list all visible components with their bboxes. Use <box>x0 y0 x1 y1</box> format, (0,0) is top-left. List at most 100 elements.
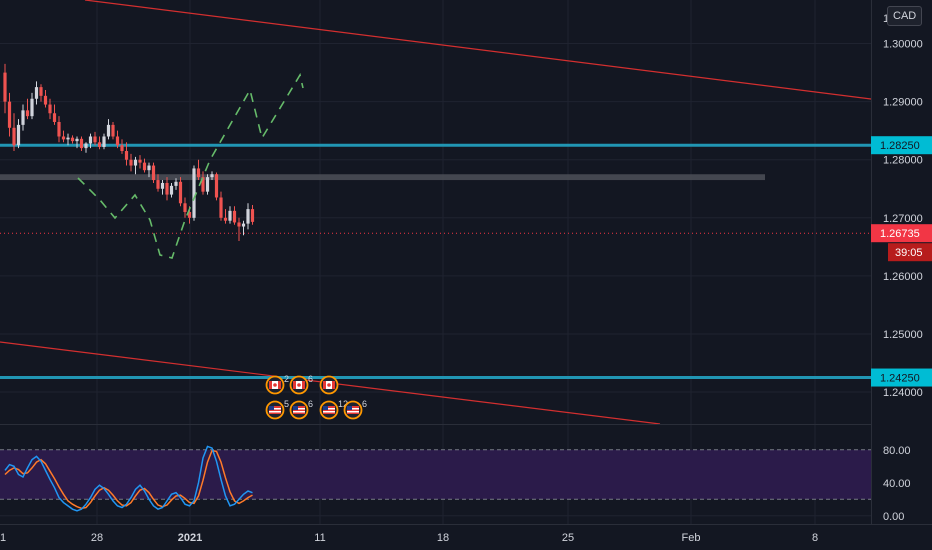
candle-body <box>39 87 43 96</box>
candle-body <box>75 138 79 142</box>
candle-body <box>97 142 102 147</box>
candle-body <box>246 209 250 224</box>
price-tick-label: 1.25000 <box>883 329 923 341</box>
candle-body <box>228 210 232 221</box>
price-tick-label: 1.30000 <box>883 39 923 51</box>
candle-body <box>61 136 66 140</box>
us-flag-stripe <box>269 408 281 410</box>
event-us-1[interactable]: 5 <box>265 399 290 420</box>
candle-body <box>79 138 84 149</box>
candle-body <box>25 110 30 117</box>
candle-body <box>196 168 201 178</box>
us-flag-icon <box>347 406 359 414</box>
candle-body <box>124 151 129 160</box>
us-flag-stripe <box>323 408 335 410</box>
candle-body <box>232 210 237 223</box>
candle-body <box>3 72 7 102</box>
candlestick-series <box>3 63 255 242</box>
event-count: 6 <box>308 399 313 409</box>
candle-body <box>169 185 174 195</box>
candle-body <box>111 124 115 137</box>
last-price-tag-bg <box>871 224 932 243</box>
stoch-tick-label: 80.00 <box>883 445 911 457</box>
candle-body <box>70 137 75 142</box>
upper-trend-line[interactable] <box>84 0 872 100</box>
candle-body <box>129 159 133 166</box>
candle-body <box>210 174 214 178</box>
event-us-4[interactable]: 6 <box>343 399 368 420</box>
candle-body <box>138 159 142 163</box>
candle-body <box>187 212 192 218</box>
stochastic-pane <box>0 424 871 512</box>
us-flag-icon <box>293 406 305 414</box>
event-us-2[interactable]: 6 <box>289 399 314 420</box>
time-tick-label: 1 <box>0 532 6 544</box>
candle-body <box>183 203 187 212</box>
candle-body <box>147 165 151 171</box>
candle-body <box>115 136 120 146</box>
candle-body <box>34 87 39 99</box>
event-ca-3[interactable] <box>319 375 339 395</box>
event-count: 6 <box>308 374 313 384</box>
time-tick-label: 2021 <box>178 532 202 544</box>
countdown-bg <box>888 243 932 262</box>
event-count: 6 <box>362 399 367 409</box>
candle-body <box>7 101 12 128</box>
candle-body <box>52 113 57 122</box>
candle-body <box>160 182 165 189</box>
candle-body <box>106 124 111 137</box>
resistance-zone[interactable] <box>0 174 765 181</box>
time-tick-label: 28 <box>91 532 103 544</box>
canada-flag-stripe <box>332 381 335 389</box>
us-flag-stripe <box>293 411 305 413</box>
candle-body <box>21 110 25 125</box>
stoch-tick-label: 0.00 <box>883 511 904 523</box>
price-tick-label: 1.24000 <box>883 387 923 399</box>
candle-body <box>142 162 147 171</box>
price-tick-label: 1.27000 <box>883 213 923 225</box>
countdown-tag: 39:05 <box>888 243 932 262</box>
candle-body <box>178 181 183 204</box>
upper-level-tag-bg <box>871 136 932 155</box>
countdown-text: 39:05 <box>895 247 923 259</box>
resistance-zone-rect[interactable] <box>0 174 765 181</box>
projection-path-line[interactable] <box>77 72 304 259</box>
currency-badge[interactable]: CAD <box>887 6 923 26</box>
candle-body <box>174 181 178 186</box>
event-us-3[interactable]: 12 <box>319 399 349 420</box>
maple-leaf-icon <box>297 383 301 387</box>
canada-flag-stripe <box>269 381 272 389</box>
candle-body <box>30 98 34 117</box>
time-tick-label: 18 <box>437 532 449 544</box>
us-flag-stripe <box>293 408 305 410</box>
candle-body <box>93 136 97 143</box>
upper-level-tag[interactable]: 1.28250 <box>871 136 932 155</box>
event-ca-2[interactable]: 6 <box>289 374 314 395</box>
event-count: 5 <box>284 399 289 409</box>
last-price-tag[interactable]: 1.26735 <box>871 224 932 243</box>
candle-body <box>102 136 106 147</box>
us-flag-canton <box>347 406 352 410</box>
candle-body <box>120 145 124 152</box>
candle-body <box>12 127 16 146</box>
candle-body <box>88 136 93 144</box>
us-flag-stripe <box>347 411 359 413</box>
candle-body <box>66 137 70 140</box>
candle-body <box>57 121 61 137</box>
projection-path[interactable] <box>77 72 304 259</box>
price-tick-label: 1.26000 <box>883 271 923 283</box>
candle-body <box>84 143 88 149</box>
us-flag-stripe <box>347 408 359 410</box>
us-flag-canton <box>293 406 298 410</box>
candle-body <box>237 222 241 227</box>
economic-events[interactable]: 2 6 5 6 12 6 <box>265 374 368 420</box>
horizontal-levels[interactable] <box>0 143 871 380</box>
canada-flag-stripe <box>302 381 305 389</box>
candle-body <box>214 174 219 198</box>
us-flag-stripe <box>269 411 281 413</box>
last-price-tag-text: 1.26735 <box>880 228 920 240</box>
lower-level-tag[interactable]: 1.24250 <box>871 368 932 387</box>
event-ca-1[interactable]: 2 <box>265 374 290 395</box>
canada-flag-stripe <box>323 381 326 389</box>
